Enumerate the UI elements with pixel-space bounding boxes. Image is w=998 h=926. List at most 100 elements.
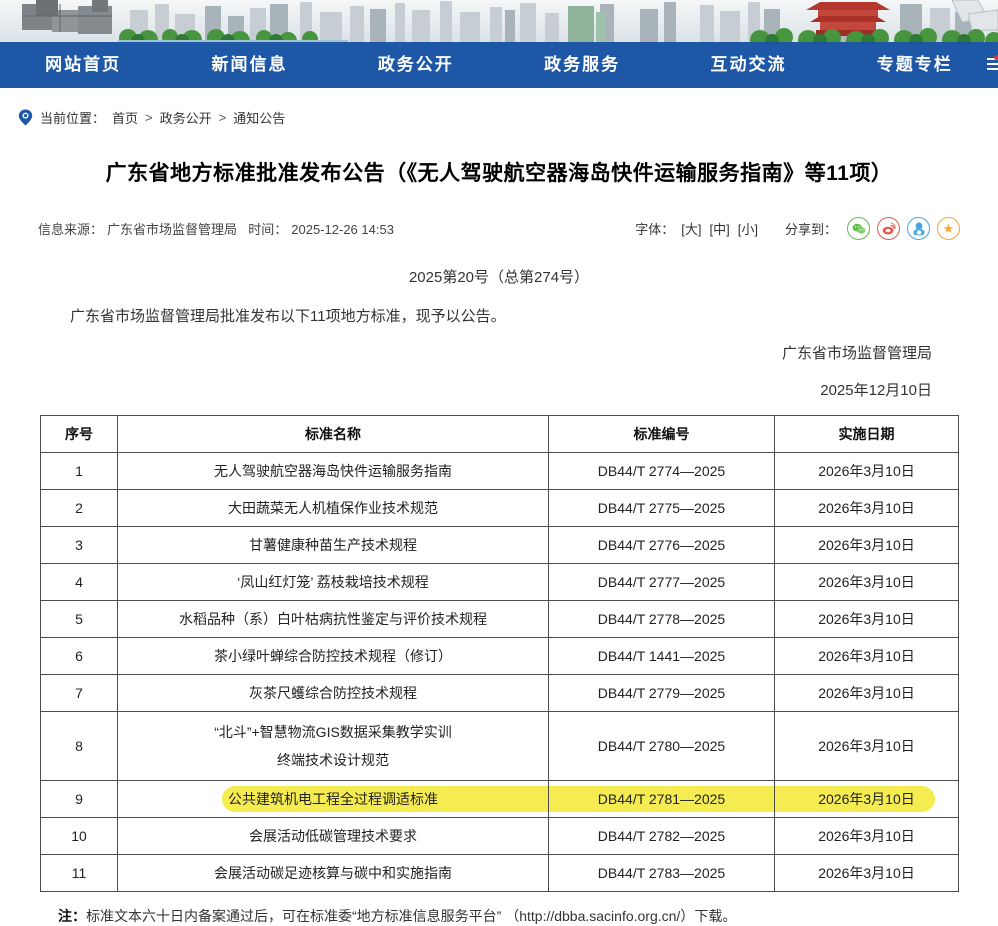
cell-code: DB44/T 2775—2025 xyxy=(548,489,775,527)
cell-no: 8 xyxy=(40,711,118,781)
table-row: 11 会展活动碳足迹核算与碳中和实施指南 DB44/T 2783—2025 20… xyxy=(40,854,959,892)
table-row: 3 甘薯健康种苗生产技术规程 DB44/T 2776—2025 2026年3月1… xyxy=(40,526,959,564)
source-value: 广东省市场监督管理局 xyxy=(107,222,238,237)
cell-no: 1 xyxy=(40,452,118,490)
share-label: 分享到： xyxy=(784,222,837,237)
cell-date: 2026年3月10日 xyxy=(774,563,959,601)
breadcrumb-notices[interactable]: 通知公告 xyxy=(233,111,286,126)
cell-no: 9 xyxy=(40,780,118,818)
col-header-date: 实施日期 xyxy=(774,415,959,453)
table-row: 6 茶小绿叶蝉综合防控技术规程（修订） DB44/T 1441—2025 202… xyxy=(40,637,959,675)
font-size-large[interactable]: [大] xyxy=(681,222,702,237)
breadcrumb-separator: > xyxy=(218,110,227,125)
nav-item-news[interactable]: 新闻信息 xyxy=(211,55,288,74)
cell-date: 2026年3月10日 xyxy=(774,637,959,675)
qzone-share-icon[interactable]: ★ xyxy=(937,217,960,240)
cell-no: 6 xyxy=(40,637,118,675)
font-size-small[interactable]: [小] xyxy=(737,222,758,237)
signature: 广东省市场监督管理局 xyxy=(781,345,932,362)
cell-no: 10 xyxy=(40,817,118,855)
cell-date: 2026年3月10日 xyxy=(774,817,959,855)
nav-edge-icon[interactable] xyxy=(987,55,998,75)
breadcrumb-prefix: 当前位置： xyxy=(40,111,106,126)
nav-item-interact[interactable]: 互动交流 xyxy=(710,55,787,74)
font-size-label: 字体： xyxy=(635,222,675,237)
breadcrumb-gov-open[interactable]: 政务公开 xyxy=(159,111,212,126)
table-row: 8 “北斗”+智慧物流GIS数据采集教学实训 终端技术设计规范 DB44/T 2… xyxy=(40,711,959,781)
cell-code: DB44/T 2779—2025 xyxy=(548,674,775,712)
cell-date: 2026年3月10日 xyxy=(774,526,959,564)
cell-date: 2026年3月10日 xyxy=(774,452,959,490)
cell-date: 2026年3月10日 xyxy=(774,711,959,781)
time-label: 时间： xyxy=(248,222,288,237)
table-row: 2 大田蔬菜无人机植保作业技术规范 DB44/T 2775—2025 2026年… xyxy=(40,489,959,527)
location-pin-icon xyxy=(18,109,33,126)
announcement-body: 广东省市场监督管理局批准发布以下11项地方标准，现予以公告。 xyxy=(70,308,506,325)
cell-no: 4 xyxy=(40,563,118,601)
cell-no: 2 xyxy=(40,489,118,527)
nav-item-home[interactable]: 网站首页 xyxy=(45,55,122,74)
table-row: 7 灰茶尺蠖综合防控技术规程 DB44/T 2779—2025 2026年3月1… xyxy=(40,674,959,712)
note-text: 标准文本六十日内备案通过后，可在标准委“地方标准信息服务平台” （http://… xyxy=(86,908,737,924)
qq-share-icon[interactable] xyxy=(907,217,930,240)
cell-code: DB44/T 2783—2025 xyxy=(548,854,775,892)
cell-name: 无人驾驶航空器海岛快件运输服务指南 xyxy=(117,452,549,490)
breadcrumb-separator: > xyxy=(145,110,153,125)
col-header-name: 标准名称 xyxy=(117,415,549,453)
nav-item-topics[interactable]: 专题专栏 xyxy=(876,55,953,74)
weibo-share-icon[interactable] xyxy=(877,217,900,240)
cell-date: 2026年3月10日 xyxy=(774,489,959,527)
cell-date: 2026年3月10日 xyxy=(774,854,959,892)
cell-code: DB44/T 2780—2025 xyxy=(548,711,775,781)
nav-item-services[interactable]: 政务服务 xyxy=(544,55,621,74)
font-size-medium[interactable]: [中] xyxy=(709,222,730,237)
cell-code: DB44/T 2782—2025 xyxy=(548,817,775,855)
standards-table: 序号 标准名称 标准编号 实施日期 1 无人驾驶航空器海岛快件运输服务指南 DB… xyxy=(40,415,959,892)
cell-name: 会展活动碳足迹核算与碳中和实施指南 xyxy=(117,854,549,892)
note-label: 注： xyxy=(58,908,86,924)
footer-note: 注：标准文本六十日内备案通过后，可在标准委“地方标准信息服务平台” （http:… xyxy=(58,906,958,926)
table-header-row: 序号 标准名称 标准编号 实施日期 xyxy=(40,415,959,453)
cell-name: 水稻品种（系）白叶枯病抗性鉴定与评价技术规程 xyxy=(117,600,549,638)
article-source-time: 信息来源： 广东省市场监督管理局 时间： 2025-12-26 14:53 xyxy=(38,219,398,238)
col-header-code: 标准编号 xyxy=(548,415,775,453)
cell-date: 2026年3月10日 xyxy=(774,780,959,818)
wechat-share-icon[interactable] xyxy=(847,217,870,240)
cell-name: 茶小绿叶蝉综合防控技术规程（修订） xyxy=(117,637,549,675)
cell-no: 5 xyxy=(40,600,118,638)
standards-table-wrap: 序号 标准名称 标准编号 实施日期 1 无人驾驶航空器海岛快件运输服务指南 DB… xyxy=(40,415,959,892)
breadcrumb-home[interactable]: 首页 xyxy=(112,111,139,126)
table-row: 5 水稻品种（系）白叶枯病抗性鉴定与评价技术规程 DB44/T 2778—202… xyxy=(40,600,959,638)
header-banner xyxy=(0,0,998,42)
cell-name: ‘凤山红灯笼’ 荔枝栽培技术规程 xyxy=(117,563,549,601)
col-header-no: 序号 xyxy=(40,415,118,453)
cell-date: 2026年3月10日 xyxy=(774,600,959,638)
cell-date: 2026年3月10日 xyxy=(774,674,959,712)
cell-code: DB44/T 2781—2025 xyxy=(548,780,775,818)
cell-name: 公共建筑机电工程全过程调适标准 xyxy=(117,780,549,818)
article-meta: 信息来源： 广东省市场监督管理局 时间： 2025-12-26 14:53 字体： … xyxy=(0,217,998,240)
signature-date: 2025年12月10日 xyxy=(820,382,932,399)
table-row: 1 无人驾驶航空器海岛快件运输服务指南 DB44/T 2774—2025 202… xyxy=(40,452,959,490)
cell-code: DB44/T 2778—2025 xyxy=(548,600,775,638)
table-row: 10 会展活动低碳管理技术要求 DB44/T 2782—2025 2026年3月… xyxy=(40,817,959,855)
time-value: 2025-12-26 14:53 xyxy=(291,222,394,237)
cityscape-banner-image xyxy=(0,0,998,42)
source-label: 信息来源： xyxy=(38,222,104,237)
table-row: 9 公共建筑机电工程全过程调适标准 DB44/T 2781—2025 2026年… xyxy=(40,780,959,818)
cell-name: 甘薯健康种苗生产技术规程 xyxy=(117,526,549,564)
cell-name: 会展活动低碳管理技术要求 xyxy=(117,817,549,855)
breadcrumb: 当前位置： 首页 > 政务公开 > 通知公告 xyxy=(0,88,998,127)
table-row: 4 ‘凤山红灯笼’ 荔枝栽培技术规程 DB44/T 2777—2025 2026… xyxy=(40,563,959,601)
cell-no: 11 xyxy=(40,854,118,892)
cell-code: DB44/T 2777—2025 xyxy=(548,563,775,601)
doc-number: 2025第20号（总第274号） xyxy=(408,269,590,286)
cell-name: “北斗”+智慧物流GIS数据采集教学实训 终端技术设计规范 xyxy=(117,711,549,781)
nav-item-gov-open[interactable]: 政务公开 xyxy=(377,55,454,74)
cell-no: 7 xyxy=(40,674,118,712)
cell-code: DB44/T 2776—2025 xyxy=(548,526,775,564)
cell-name: 灰茶尺蠖综合防控技术规程 xyxy=(117,674,549,712)
cell-name: 大田蔬菜无人机植保作业技术规范 xyxy=(117,489,549,527)
cell-code: DB44/T 1441—2025 xyxy=(548,637,775,675)
cell-code: DB44/T 2774—2025 xyxy=(548,452,775,490)
